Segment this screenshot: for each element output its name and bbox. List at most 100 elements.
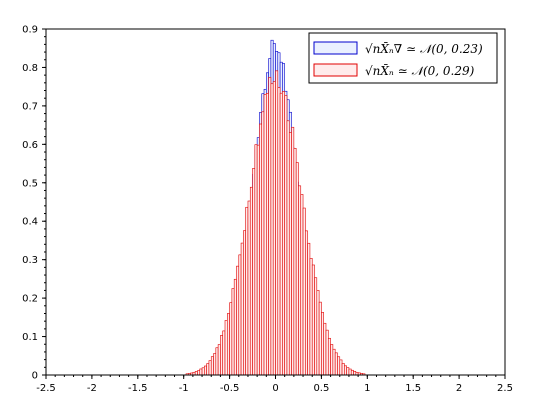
histogram-bar (327, 337, 331, 376)
histogram-bar (334, 352, 338, 376)
histogram-bar (213, 353, 217, 376)
histogram-bar (300, 194, 304, 376)
histogram-bar (215, 347, 219, 376)
histogram-bar (254, 144, 258, 376)
y-tick-label: 0.6 (22, 140, 38, 151)
histogram-bar (341, 363, 345, 376)
y-tick-label: 0.9 (22, 25, 38, 36)
histogram-bar (314, 277, 318, 376)
histogram-bar (247, 200, 251, 376)
x-tick-label: 1 (364, 383, 370, 394)
legend-label-red: √nX̄ₙ ≃ 𝒩(0, 0.29) (365, 63, 475, 78)
histogram-bar (201, 367, 205, 376)
legend: √nX̄ₙ∇ ≃ 𝒩(0, 0.23) √nX̄ₙ ≃ 𝒩(0, 0.29) (308, 32, 498, 84)
y-tick-label: 0.4 (22, 217, 38, 228)
histogram-bar (197, 370, 201, 376)
histogram-bar (194, 371, 198, 376)
histogram-bar (279, 92, 283, 376)
histogram-bar (199, 368, 203, 376)
histogram-bar (252, 168, 256, 376)
x-tick-label: 0 (272, 383, 278, 394)
histogram-bar (330, 344, 334, 376)
histogram-bar (220, 335, 224, 376)
histogram-bar (233, 278, 237, 376)
y-tick-label: 0.3 (22, 255, 38, 266)
histogram-bar (275, 70, 279, 376)
histogram-bar (323, 322, 327, 376)
legend-swatch-blue (313, 41, 358, 55)
histogram-bar (206, 363, 210, 376)
histogram-bar (222, 330, 226, 376)
histogram-bar (270, 83, 274, 376)
histogram-bar (305, 230, 308, 376)
histogram-bar (350, 369, 354, 376)
histogram-bar (266, 92, 269, 376)
histogram-bar (353, 370, 357, 376)
histogram-bar (318, 301, 322, 376)
x-tick-label: -1.5 (128, 383, 148, 394)
histogram-bar (210, 356, 214, 376)
histogram-bar (321, 312, 324, 376)
histogram-bar (293, 148, 297, 376)
histogram-bar (346, 367, 350, 376)
y-tick-label: 0.1 (22, 332, 38, 343)
x-tick-label: -2.5 (36, 383, 56, 394)
histogram-bar (282, 91, 285, 376)
y-tick-label: 0.7 (22, 101, 38, 112)
histogram-bar (295, 162, 299, 376)
x-tick-label: 0.5 (313, 383, 329, 394)
x-axis: -2.5 -2 -1.5 -1 -0.5 0 0.5 1 1.5 2 2.5 (36, 375, 513, 394)
histogram-bar (240, 242, 244, 376)
histogram-bar (288, 132, 292, 376)
histogram-bar (277, 87, 281, 376)
histogram-bar (298, 185, 302, 376)
histogram-bar (268, 76, 272, 376)
histogram-bar (249, 186, 253, 376)
histogram-bar (316, 290, 320, 376)
histogram-bar (245, 206, 249, 376)
x-tick-label: -0.5 (220, 383, 240, 394)
histogram-bar (309, 258, 313, 376)
histogram-bar (348, 368, 352, 376)
histogram-bar (217, 344, 221, 376)
histogram-bar (339, 359, 343, 376)
y-axis: 0 0.1 0.2 0.3 0.4 0.5 0.6 0.7 0.8 0.9 (22, 25, 46, 382)
histogram-bar (302, 207, 306, 376)
x-tick-label: -1 (179, 383, 189, 394)
y-tick-label: 0.2 (22, 294, 38, 305)
histogram-bar (332, 348, 336, 376)
legend-swatch-red (313, 63, 358, 77)
histogram-bar (236, 265, 240, 376)
x-tick-label: 2 (456, 383, 462, 394)
histogram-bar (311, 264, 315, 376)
histogram-bar (224, 320, 228, 376)
histogram-bar (204, 365, 207, 376)
legend-label-blue: √nX̄ₙ∇ ≃ 𝒩(0, 0.23) (365, 41, 483, 56)
histogram-bar (231, 288, 235, 376)
histogram-bar (229, 302, 233, 376)
x-tick-label: 2.5 (497, 383, 513, 394)
histogram-bar (227, 313, 230, 376)
histogram-bar (284, 95, 288, 376)
histogram-bar (208, 360, 212, 376)
y-tick-label: 0.8 (22, 63, 38, 74)
histogram-bar (286, 120, 290, 376)
histogram-bar (261, 111, 265, 376)
histogram-bar (344, 365, 347, 376)
histogram-bar (291, 126, 295, 376)
y-tick-label: 0.5 (22, 178, 38, 189)
series-red-bars (185, 70, 366, 376)
histogram-bar (325, 329, 329, 376)
y-tick-label: 0 (32, 371, 38, 382)
histogram-bar (238, 254, 242, 376)
histogram-bar (259, 123, 263, 376)
histogram-bar (307, 242, 311, 376)
x-tick-label: -2 (87, 383, 97, 394)
histogram-bar (272, 81, 276, 376)
histogram-bar (337, 356, 341, 376)
x-tick-label: 1.5 (405, 383, 421, 394)
histogram-bar (256, 144, 260, 376)
histogram-bar (263, 94, 267, 376)
histogram-bar (243, 230, 246, 376)
